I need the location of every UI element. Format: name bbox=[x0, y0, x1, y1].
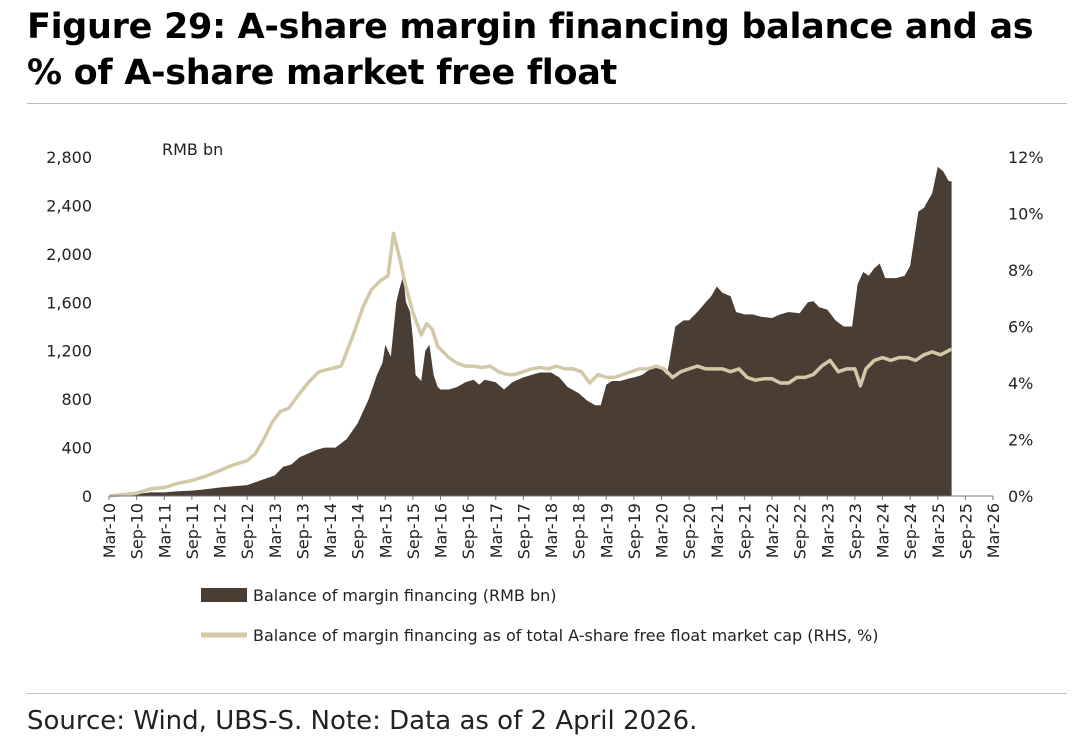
left-tick-label: 0 bbox=[82, 487, 92, 506]
x-axis: Mar-10 Sep-10 Mar-11 Sep-11 Mar-12 Sep-12 Mar-… bbox=[100, 496, 1003, 559]
legend: Balance of margin financing (RMB bn) Bal… bbox=[201, 586, 878, 645]
left-tick-label: 400 bbox=[61, 439, 92, 458]
x-tick-label: Mar-26 bbox=[984, 503, 1003, 558]
x-tick-label: Sep-17 bbox=[514, 503, 533, 559]
legend-ratio-label: Balance of margin financing as of total … bbox=[253, 626, 878, 645]
right-tick-label: 4% bbox=[1008, 374, 1033, 393]
balance-area-series bbox=[109, 166, 952, 496]
x-tick-label: Sep-18 bbox=[570, 503, 589, 559]
x-tick-label: Sep-19 bbox=[625, 503, 644, 559]
x-tick-label: Sep-16 bbox=[459, 503, 478, 559]
left-tick-label: 2,000 bbox=[46, 245, 92, 264]
x-tick-label: Mar-12 bbox=[211, 503, 230, 558]
right-axis: 0% 2% 4% 6% 8% 10% 12% bbox=[1008, 148, 1044, 506]
x-tick-label: Mar-13 bbox=[266, 503, 285, 558]
right-tick-label: 8% bbox=[1008, 261, 1033, 280]
x-tick-label: Sep-20 bbox=[680, 503, 699, 559]
x-tick-label: Mar-17 bbox=[487, 503, 506, 558]
x-tick-label: Mar-16 bbox=[432, 503, 451, 558]
x-tick-label: Mar-25 bbox=[929, 503, 948, 558]
x-tick-label: Mar-23 bbox=[818, 503, 837, 558]
legend-balance-swatch bbox=[201, 588, 247, 602]
left-tick-label: 1,200 bbox=[46, 342, 92, 361]
x-tick-label: Sep-24 bbox=[901, 503, 920, 559]
x-tick-label: Mar-22 bbox=[763, 503, 782, 558]
x-tick-label: Mar-20 bbox=[653, 503, 672, 558]
bottom-divider bbox=[27, 693, 1067, 694]
chart: 0 400 800 1,200 1,600 2,000 2,400 2,800 0% 2% 4% 6… bbox=[46, 140, 1044, 645]
ratio-line-series bbox=[108, 231, 953, 498]
x-tick-label: Sep-15 bbox=[404, 503, 423, 559]
legend-balance-label: Balance of margin financing (RMB bn) bbox=[253, 586, 556, 605]
x-tick-label: Sep-21 bbox=[735, 503, 754, 559]
x-tick-label: Sep-23 bbox=[846, 503, 865, 559]
x-tick-label: Mar-18 bbox=[542, 503, 561, 558]
x-tick-label: Sep-13 bbox=[293, 503, 312, 559]
x-tick-label: Mar-11 bbox=[155, 503, 174, 558]
right-tick-label: 2% bbox=[1008, 431, 1033, 450]
right-tick-label: 6% bbox=[1008, 318, 1033, 337]
x-tick-label: Mar-14 bbox=[321, 503, 340, 558]
x-tick-label: Sep-14 bbox=[349, 503, 368, 559]
left-tick-label: 1,600 bbox=[46, 293, 92, 312]
left-tick-label: 2,400 bbox=[46, 196, 92, 215]
x-tick-label: Sep-25 bbox=[956, 503, 975, 559]
x-tick-label: Mar-21 bbox=[708, 503, 727, 558]
right-tick-label: 12% bbox=[1008, 148, 1044, 167]
x-tick-label: Sep-12 bbox=[238, 503, 257, 559]
x-tick-label: Mar-15 bbox=[376, 503, 395, 558]
left-tick-label: 800 bbox=[61, 390, 92, 409]
x-tick-label: Sep-22 bbox=[791, 503, 810, 559]
x-tick-label: Mar-10 bbox=[100, 503, 119, 558]
left-tick-label: 2,800 bbox=[46, 148, 92, 167]
top-divider bbox=[27, 103, 1067, 104]
left-axis: 0 400 800 1,200 1,600 2,000 2,400 2,800 bbox=[46, 148, 92, 506]
right-tick-label: 0% bbox=[1008, 487, 1033, 506]
x-tick-label: Sep-11 bbox=[183, 503, 202, 559]
x-tick-label: Mar-19 bbox=[597, 503, 616, 558]
left-axis-unit-label: RMB bn bbox=[162, 140, 223, 159]
chart-title: Figure 29: A-share margin financing bala… bbox=[27, 7, 1034, 93]
x-tick-label: Sep-10 bbox=[128, 503, 147, 559]
x-tick-label: Mar-24 bbox=[874, 503, 893, 558]
source-note: Source: Wind, UBS-S. Note: Data as of 2 … bbox=[27, 706, 698, 736]
right-tick-label: 10% bbox=[1008, 205, 1044, 224]
